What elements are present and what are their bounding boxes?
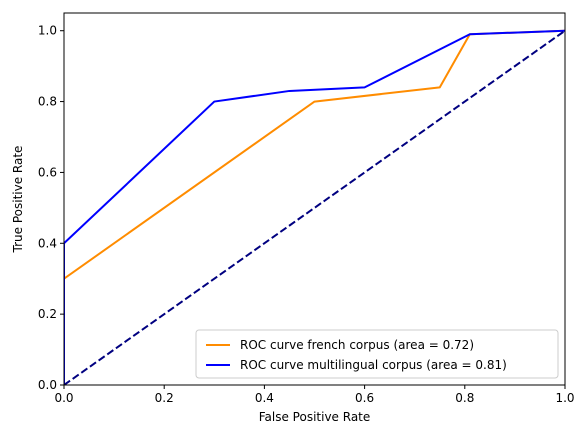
x-tick-label: 0.6 xyxy=(355,391,374,405)
legend-entry: ROC curve multilingual corpus (area = 0.… xyxy=(240,358,507,372)
x-tick-label: 0.4 xyxy=(255,391,274,405)
y-tick-label: 0.2 xyxy=(38,307,57,321)
series-group xyxy=(64,29,565,385)
y-tick-label: 0.0 xyxy=(38,378,57,392)
x-tick-label: 0.8 xyxy=(455,391,474,405)
legend: ROC curve french corpus (area = 0.72) ROC… xyxy=(195,329,559,379)
series-line-2 xyxy=(64,29,565,385)
x-tick-label: 1.0 xyxy=(555,391,574,405)
plot-frame xyxy=(63,12,566,386)
series-line-1 xyxy=(64,29,565,385)
y-tick-label: 1.0 xyxy=(38,24,57,38)
y-axis-label: True Positive Rate xyxy=(11,146,25,254)
x-tick-label: 0.2 xyxy=(155,391,174,405)
legend-box xyxy=(195,329,559,379)
x-tick-label: 0.0 xyxy=(54,391,73,405)
y-tick-label: 0.4 xyxy=(38,236,57,250)
y-tick-label: 0.8 xyxy=(38,95,57,109)
x-axis-label: False Positive Rate xyxy=(259,410,371,424)
y-tick-label: 0.6 xyxy=(38,165,57,179)
legend-entry: ROC curve french corpus (area = 0.72) xyxy=(240,338,474,352)
